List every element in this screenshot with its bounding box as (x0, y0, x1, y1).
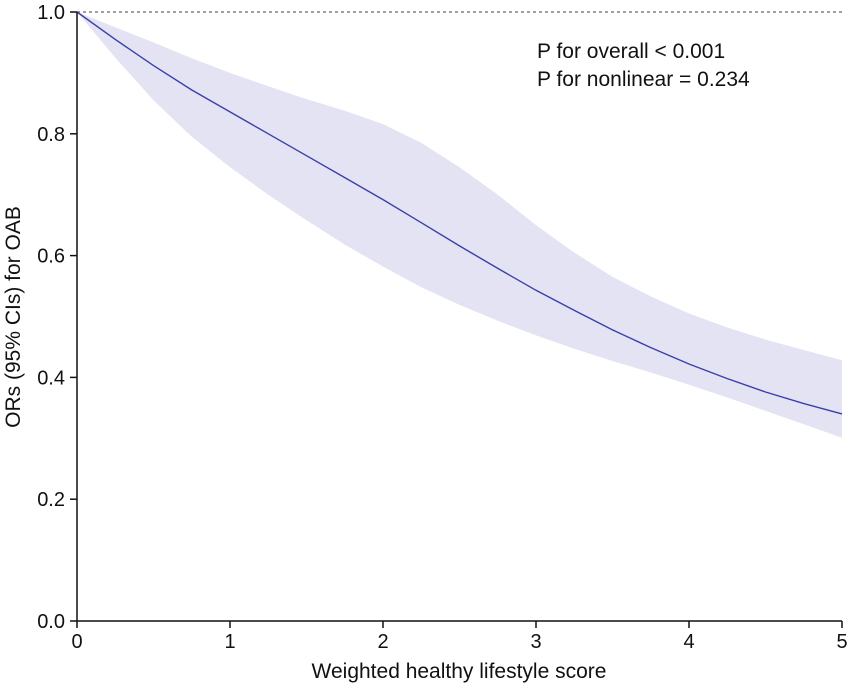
y-tick-label: 1.0 (37, 2, 65, 24)
x-tick-label: 4 (683, 631, 694, 653)
y-axis-ticks: 0.0 0.2 0.4 0.6 0.8 1.0 (37, 2, 77, 633)
y-tick-label: 0.0 (37, 611, 65, 633)
y-tick-label: 0.2 (37, 489, 65, 511)
axes (76, 12, 842, 622)
y-tick-label: 0.4 (37, 367, 65, 389)
confidence-band (77, 12, 842, 438)
x-axis-title: Weighted healthy lifestyle score (312, 660, 607, 683)
y-tick-label: 0.8 (37, 124, 65, 146)
x-tick-label: 5 (836, 631, 847, 653)
x-tick-label: 0 (71, 631, 82, 653)
x-tick-label: 3 (530, 631, 541, 653)
y-axis-title: ORs (95% CIs) for OAB (2, 206, 25, 428)
or-line (76, 11, 843, 415)
x-tick-label: 1 (224, 631, 235, 653)
y-tick-label: 0.6 (37, 246, 65, 268)
p-nonlinear-annotation: P for nonlinear = 0.234 (537, 68, 750, 91)
x-axis-ticks: 0 1 2 3 4 5 (71, 621, 848, 653)
p-overall-annotation: P for overall < 0.001 (537, 40, 725, 63)
x-tick-label: 2 (377, 631, 388, 653)
